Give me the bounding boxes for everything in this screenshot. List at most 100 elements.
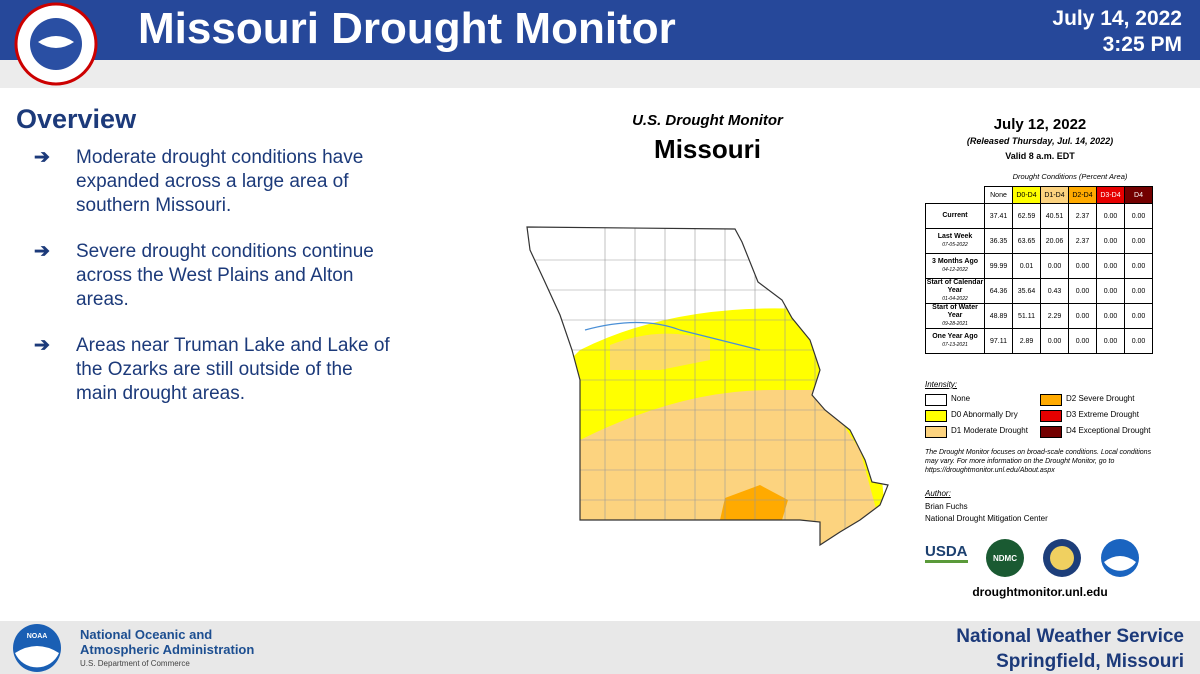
ndmc-text: NDMC [993, 554, 1017, 563]
table-cell: 0.00 [1096, 278, 1125, 304]
table-cell: 0.00 [1068, 278, 1097, 304]
table-cell: 0.00 [1040, 328, 1069, 354]
column-header: D3-D4 [1096, 186, 1125, 204]
table-cell: 37.41 [984, 203, 1013, 229]
row-label-text: Start of Calendar Year [926, 279, 984, 294]
legend-swatch [1040, 410, 1062, 422]
legend-label: D4 Exceptional Drought [1066, 426, 1151, 435]
table-cell: 51.11 [1012, 303, 1041, 329]
table-cell: 0.00 [1096, 328, 1125, 354]
conditions-table: None D0-D4 D1-D4 D2-D4 D3-D4 D4 Current 37.41 62… [925, 186, 1153, 354]
row-label: Last Week 07-05-2022 [925, 228, 985, 254]
header-row: None D0-D4 D1-D4 D2-D4 D3-D4 D4 [926, 186, 1153, 204]
table-cell: 0.00 [1068, 303, 1097, 329]
table-row: 3 Months Ago 04-12-2022 99.99 0.01 0.00 0.00 0… [925, 253, 1153, 279]
table-cell: 64.36 [984, 278, 1013, 304]
column-header: D4 [1124, 186, 1153, 204]
row-date: 01-04-2022 [942, 296, 968, 302]
table-row: Last Week 07-05-2022 36.35 63.65 20.06 2.37 0.… [925, 228, 1153, 254]
table-cell: 0.00 [1124, 278, 1153, 304]
column-header: D0-D4 [1012, 186, 1041, 204]
drought-map [526, 226, 889, 546]
author-org: National Drought Mitigation Center [925, 514, 1048, 523]
corner-cell [926, 187, 985, 204]
nws: National Weather Service [956, 626, 1184, 647]
time: 3:25 PM [1102, 33, 1182, 56]
column-header: None [984, 186, 1013, 204]
table-row: Current 37.41 62.59 40.51 2.37 0.00 0.00 [925, 203, 1153, 229]
bullet-text: Areas near Truman Lake and Lake of the O… [76, 335, 390, 404]
table-cell: 0.00 [1068, 253, 1097, 279]
table-cell: 99.99 [984, 253, 1013, 279]
header-band [0, 60, 1200, 88]
overview-title: Overview [16, 104, 137, 134]
table-row: Start of Water Year 09-28-2021 48.89 51.11 2… [925, 303, 1153, 329]
noaa-logo: NOAA [13, 624, 61, 672]
commerce-logo [1043, 539, 1081, 577]
ndmc-logo: NDMC [986, 539, 1024, 577]
table-cell: 0.00 [1096, 203, 1125, 229]
table-cell: 2.37 [1068, 228, 1097, 254]
legend-label: D3 Extreme Drought [1066, 410, 1139, 419]
bullet-arrow: ➔ [34, 335, 50, 356]
table-cell: 35.64 [1012, 278, 1041, 304]
legend-swatch [1040, 426, 1062, 438]
table-cell: 20.06 [1040, 228, 1069, 254]
table-cell: 0.00 [1096, 228, 1125, 254]
bullet: ➔ Moderate drought conditions have expand… [34, 146, 394, 218]
noaa-logo-text: NOAA [27, 633, 48, 640]
legend-label: D1 Moderate Drought [951, 426, 1028, 435]
legend-label: D2 Severe Drought [1066, 394, 1135, 403]
valid: Valid 8 a.m. EDT [1005, 151, 1075, 161]
table-cell: 2.29 [1040, 303, 1069, 329]
table-cell: 63.65 [1012, 228, 1041, 254]
table-cell: 0.00 [1124, 328, 1153, 354]
bullet-arrow: ➔ [34, 147, 50, 168]
noaa-dept: U.S. Department of Commerce [80, 659, 190, 668]
legend-label: D0 Abnormally Dry [951, 410, 1018, 419]
bullet-arrow: ➔ [34, 241, 50, 262]
table-cell: 0.00 [1096, 253, 1125, 279]
usda-logo: USDA [925, 543, 968, 563]
table-cell: 0.00 [1124, 253, 1153, 279]
table-cell: 0.00 [1124, 303, 1153, 329]
table-cell: 2.89 [1012, 328, 1041, 354]
row-label-text: Start of Water Year [932, 304, 978, 319]
bullet: ➔ Severe drought conditions continue acro… [34, 240, 394, 312]
table-cell: 2.37 [1068, 203, 1097, 229]
monitor-date: July 12, 2022 [993, 116, 1087, 133]
office: Springfield, Missouri [996, 651, 1184, 672]
table-cell: 0.01 [1012, 253, 1041, 279]
column-header: D2-D4 [1068, 186, 1097, 204]
legend-swatch [925, 410, 947, 422]
table-cell: 0.00 [1124, 228, 1153, 254]
table-cell: 0.00 [1124, 203, 1153, 229]
title: Missouri Drought Monitor [138, 4, 676, 53]
bullet-text: Moderate drought conditions have expande… [76, 147, 364, 216]
table-cell: 97.11 [984, 328, 1013, 354]
table-cell: 0.43 [1040, 278, 1069, 304]
table-cell: 0.00 [1096, 303, 1125, 329]
monitor-source: U.S. Drought Monitor [632, 112, 783, 129]
row-label: Start of Water Year 09-28-2021 [925, 303, 985, 329]
table-cell: 0.00 [1068, 328, 1097, 354]
bullet-text: Severe drought conditions continue acros… [76, 241, 374, 310]
monitor-state: Missouri [654, 134, 761, 164]
row-label-text: 3 Months Ago [931, 258, 978, 265]
bullet: ➔ Areas near Truman Lake and Lake of the … [34, 334, 394, 406]
row-label: Current [925, 203, 985, 229]
table-cell: 0.00 [1040, 253, 1069, 279]
row-date: 07-13-2021 [942, 342, 968, 348]
nws-logo [14, 2, 98, 86]
header-bar [0, 0, 1200, 60]
table-caption: Drought Conditions (Percent Area) [1012, 172, 1128, 181]
table-cell: 40.51 [1040, 203, 1069, 229]
row-label: Start of Calendar Year 01-04-2022 [925, 278, 985, 304]
row-label-text: One Year Ago [932, 333, 978, 340]
legend-label: None [951, 394, 971, 403]
datetime: July 14, 2022 3:25 PM [1052, 6, 1182, 58]
row-date: 07-05-2022 [942, 242, 968, 248]
column-header: D1-D4 [1040, 186, 1069, 204]
table-row: One Year Ago 07-13-2021 97.11 2.89 0.00 0.00 0… [925, 328, 1153, 354]
